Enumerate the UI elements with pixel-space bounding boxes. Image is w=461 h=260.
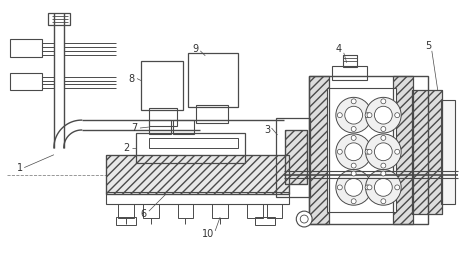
Bar (393, 76, 413, 224)
Bar (393, 76, 413, 224)
Circle shape (395, 149, 400, 154)
Bar (141, 61, 183, 110)
Text: 8: 8 (128, 74, 134, 83)
Bar (149, 108, 177, 126)
Bar (143, 204, 159, 218)
Circle shape (381, 171, 386, 176)
Bar (189, 53, 238, 107)
Circle shape (365, 113, 370, 118)
Text: 2: 2 (123, 143, 129, 153)
Bar (106, 155, 290, 194)
Bar (309, 76, 329, 224)
Bar (136, 133, 245, 163)
Circle shape (345, 143, 362, 161)
Bar (255, 217, 274, 225)
Circle shape (351, 163, 356, 168)
Circle shape (381, 135, 386, 140)
Circle shape (381, 127, 386, 132)
Bar (106, 155, 290, 194)
Circle shape (351, 135, 356, 140)
Bar (441, 100, 455, 204)
Text: 1: 1 (17, 162, 24, 173)
Circle shape (337, 113, 343, 118)
Circle shape (381, 99, 386, 104)
Circle shape (374, 106, 392, 124)
Circle shape (374, 143, 392, 161)
Circle shape (367, 149, 372, 154)
Bar (48, 13, 70, 25)
Circle shape (366, 97, 401, 133)
Bar (118, 204, 134, 218)
Bar (149, 138, 238, 148)
Circle shape (351, 199, 356, 204)
Circle shape (374, 178, 392, 196)
Circle shape (395, 113, 400, 118)
Text: 7: 7 (131, 123, 137, 133)
Circle shape (366, 134, 401, 170)
Bar (285, 130, 307, 184)
Bar (309, 76, 428, 224)
Bar (343, 55, 357, 67)
Circle shape (351, 171, 356, 176)
Text: 5: 5 (425, 41, 431, 51)
Circle shape (395, 185, 400, 190)
Circle shape (300, 215, 308, 223)
Circle shape (367, 113, 372, 118)
Bar (247, 204, 263, 218)
Text: 3: 3 (265, 125, 271, 135)
Circle shape (296, 211, 312, 227)
Bar (276, 118, 310, 197)
Circle shape (367, 185, 372, 190)
Bar (412, 90, 442, 214)
Circle shape (337, 185, 343, 190)
Bar (309, 76, 329, 224)
Circle shape (336, 97, 372, 133)
Bar (11, 39, 42, 57)
Bar (196, 105, 228, 123)
Bar (212, 204, 228, 218)
Text: 10: 10 (202, 229, 214, 239)
Circle shape (345, 106, 362, 124)
Bar (177, 204, 194, 218)
Circle shape (351, 99, 356, 104)
Circle shape (345, 178, 362, 196)
Bar (11, 73, 42, 90)
Bar (327, 88, 396, 212)
Bar (116, 217, 136, 225)
Circle shape (366, 170, 401, 205)
Text: 4: 4 (336, 44, 342, 54)
Text: 9: 9 (192, 44, 198, 54)
Bar (266, 204, 283, 218)
Circle shape (381, 163, 386, 168)
Bar (149, 120, 171, 134)
Circle shape (351, 127, 356, 132)
Bar (285, 130, 307, 184)
Bar (172, 120, 195, 134)
Circle shape (381, 199, 386, 204)
Bar (106, 192, 290, 204)
Circle shape (336, 170, 372, 205)
Circle shape (365, 185, 370, 190)
Circle shape (337, 149, 343, 154)
Bar (412, 90, 442, 214)
Text: 6: 6 (140, 209, 146, 219)
Circle shape (365, 149, 370, 154)
Bar (332, 66, 366, 80)
Circle shape (336, 134, 372, 170)
